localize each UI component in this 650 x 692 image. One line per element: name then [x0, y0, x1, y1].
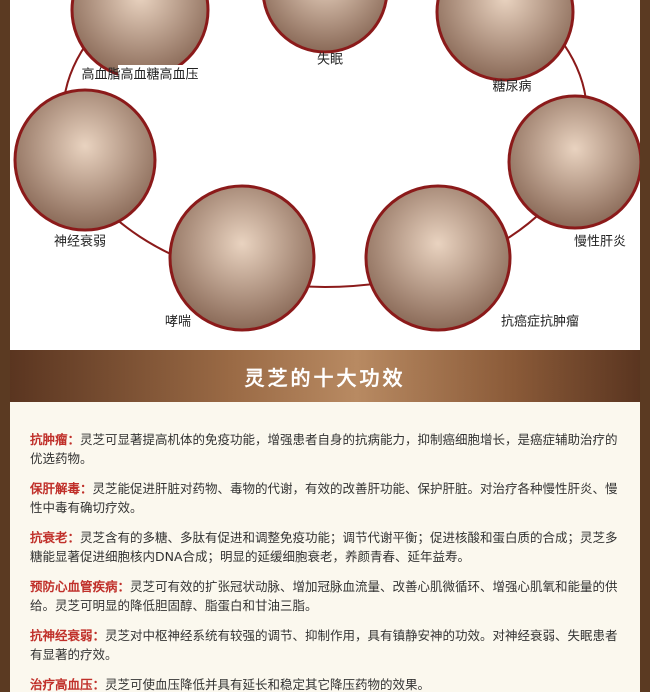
label-bg — [118, 65, 224, 85]
photo — [262, 0, 388, 54]
ailment-label: 哮喘 — [165, 314, 191, 330]
effect-term: 抗肿瘤： — [30, 432, 81, 447]
effect-term: 治疗高血压： — [30, 677, 106, 692]
photo — [364, 184, 512, 332]
ailment-label: 神经衰弱 — [54, 234, 106, 250]
diagram: 高血脂高血糖高血压 失眠 糖尿病 神经衰弱 慢性肝炎 哮喘 抗癌症抗肿瘤 — [13, 0, 643, 332]
effect-item: 抗衰老：灵芝含有的多糖、多肽有促进和调整免疫功能；调节代谢平衡；促进核酸和蛋白质… — [30, 528, 628, 566]
photo — [13, 88, 157, 232]
effects-list: 抗肿瘤：灵芝可显著提高机体的免疫功能，增强患者自身的抗病能力，抑制癌细胞增长，是… — [10, 402, 640, 692]
photo — [168, 184, 316, 332]
effect-desc: 灵芝可使血压降低并具有延长和稳定其它降压药物的效果。 — [105, 677, 431, 692]
photos — [13, 0, 643, 332]
photo — [435, 0, 575, 82]
effect-desc: 灵芝对中枢神经系统有较强的调节、抑制作用，具有镇静安神的功效。对神经衰弱、失眠患… — [30, 628, 618, 662]
ailment-label: 糖尿病 — [492, 79, 531, 95]
effect-item: 抗肿瘤：灵芝可显著提高机体的免疫功能，增强患者自身的抗病能力，抑制癌细胞增长，是… — [30, 430, 628, 468]
ailment-label: 失眠 — [317, 53, 343, 68]
effect-item: 治疗高血压：灵芝可使血压降低并具有延长和稳定其它降压药物的效果。 — [30, 675, 628, 692]
banner-title: 灵芝的十大功效 — [244, 365, 406, 390]
effect-item: 预防心血管疾病：灵芝可有效的扩张冠状动脉、增加冠脉血流量、改善心肌微循环、增强心… — [30, 577, 628, 615]
effect-term: 抗衰老： — [30, 530, 81, 545]
photo — [507, 94, 643, 230]
effect-term: 预防心血管疾病： — [30, 579, 131, 594]
effect-desc: 灵芝能促进肝脏对药物、毒物的代谢，有效的改善肝功能、保护肝脏。对治疗各种慢性肝炎… — [30, 481, 618, 515]
effect-desc: 灵芝可显著提高机体的免疫功能，增强患者自身的抗病能力，抑制癌细胞增长，是癌症辅助… — [30, 432, 618, 466]
effect-desc: 灵芝可有效的扩张冠状动脉、增加冠脉血流量、改善心肌微循环、增强心肌氧和能量的供给… — [30, 579, 618, 613]
effect-term: 保肝解毒： — [30, 481, 93, 496]
ailment-label: 抗癌症抗肿瘤 — [501, 314, 579, 330]
effect-desc: 灵芝含有的多糖、多肽有促进和调整免疫功能；调节代谢平衡；促进核酸和蛋白质的合成；… — [30, 530, 618, 564]
banner: 灵芝的十大功效 — [10, 350, 640, 402]
effect-item: 抗神经衰弱：灵芝对中枢神经系统有较强的调节、抑制作用，具有镇静安神的功效。对神经… — [30, 626, 628, 664]
ailment-diagram: 高血脂高血糖高血压 失眠 糖尿病 神经衰弱 慢性肝炎 哮喘 抗癌症抗肿瘤 — [10, 0, 643, 350]
ailment-label: 高血脂高血糖高血压 — [81, 67, 198, 83]
effect-term: 抗神经衰弱： — [30, 628, 106, 643]
ailment-label: 慢性肝炎 — [574, 234, 626, 250]
effect-item: 保肝解毒：灵芝能促进肝脏对药物、毒物的代谢，有效的改善肝功能、保护肝脏。对治疗各… — [30, 479, 628, 517]
